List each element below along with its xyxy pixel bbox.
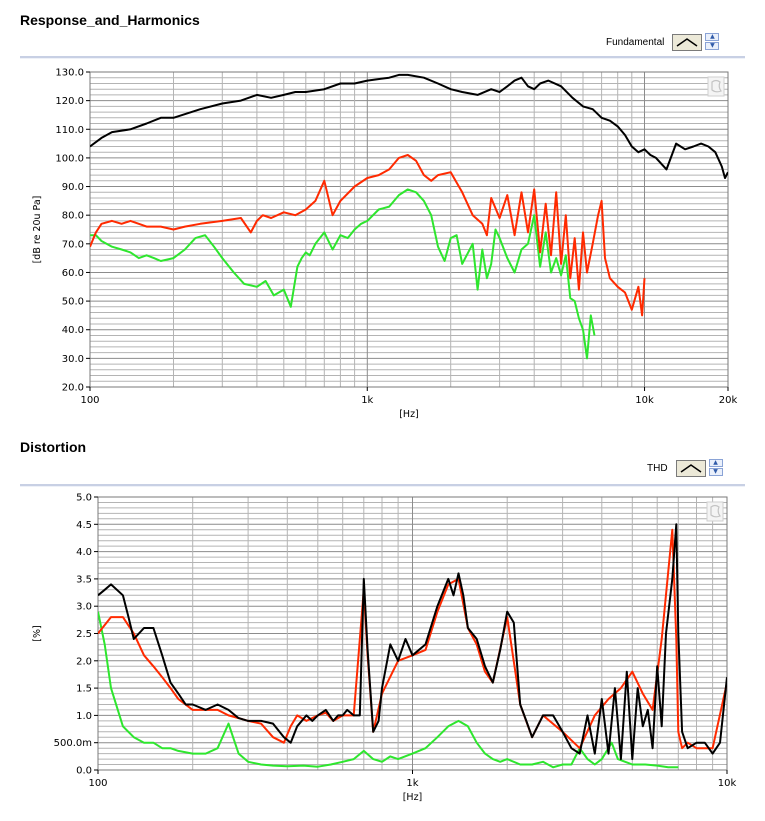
- y-tick-label: 0.0: [76, 766, 92, 777]
- spin-down-icon[interactable]: ▼: [705, 42, 720, 50]
- x-tick-label: 10k: [635, 395, 654, 406]
- y-tick-label: 20.0: [62, 383, 84, 394]
- y-tick-label: 90.0: [62, 182, 84, 193]
- y-tick-label: 100.0: [55, 153, 84, 164]
- distortion-panel-title: Distortion: [20, 439, 87, 455]
- graph-palette-icon: [707, 76, 725, 97]
- graph-palette-icon-glyph: [711, 79, 722, 93]
- y-tick-label: 2.5: [76, 629, 92, 640]
- plot-frame: [89, 71, 729, 388]
- x-tick-label: 100: [80, 395, 99, 406]
- legend-spinner: ▲ ▼: [705, 33, 720, 51]
- distortion-legend-label: THD: [647, 462, 668, 474]
- series-green-line: [98, 611, 679, 769]
- y-tick-label: 130.0: [55, 68, 84, 79]
- y-tick-label: 3.5: [76, 574, 92, 585]
- series-group: [98, 523, 727, 769]
- y-axis: 20.0 30.0 40.0 50.0 60.0 70.0 80.0 90.0 100.0 110…: [55, 68, 90, 394]
- x-axis-title: [Hz]: [403, 792, 423, 803]
- y-tick-label: 4.5: [76, 520, 92, 531]
- spin-up-icon[interactable]: ▲: [705, 33, 720, 41]
- y-tick-label: 70.0: [62, 239, 84, 250]
- series-red-line: [90, 154, 646, 317]
- x-tick-label: 20k: [719, 395, 738, 406]
- y-axis-title: [dB re 20u Pa]: [32, 196, 43, 264]
- y-tick-label: 1.0: [76, 711, 92, 722]
- x-tick-label: 100: [88, 778, 107, 789]
- response-panel-title: Response_and_Harmonics: [20, 12, 200, 28]
- y-axis: 0.0 500.0m 1.0 1.5 2.0 2.5 3.0 3.5 4.0 4.5 5.0: [54, 493, 98, 777]
- y-tick-label: 1.5: [76, 684, 92, 695]
- y-tick-label: 40.0: [62, 325, 84, 336]
- x-axis: 100 1k 10k 20k: [80, 387, 737, 406]
- y-axis-title: [%]: [32, 625, 43, 641]
- x-tick-label: 1k: [361, 395, 373, 406]
- y-tick-label: 2.0: [76, 656, 92, 667]
- distortion-header-separator: [20, 484, 745, 487]
- y-tick-label: 4.0: [76, 547, 92, 558]
- series-black-line: [98, 523, 727, 761]
- x-axis-title: [Hz]: [399, 409, 419, 420]
- response-legend-label: Fundamental: [606, 36, 665, 48]
- line-style-icon[interactable]: [675, 459, 706, 477]
- plot-area: [90, 72, 728, 387]
- y-tick-label: 50.0: [62, 297, 84, 308]
- y-tick-label: 110.0: [55, 125, 84, 136]
- response-chart: 20.0 30.0 40.0 50.0 60.0 70.0 80.0 90.0 100.0 110…: [32, 68, 737, 421]
- x-tick-label: 1k: [406, 778, 418, 789]
- x-tick-label: 10k: [718, 778, 737, 789]
- y-tick-label: 30.0: [62, 354, 84, 365]
- x-axis: 100 1k 10k: [88, 770, 736, 789]
- series-group: [90, 73, 728, 360]
- spin-up-icon[interactable]: ▲: [708, 459, 723, 467]
- series-black-line: [90, 73, 728, 179]
- response-legend: Fundamental ▲ ▼: [606, 33, 720, 51]
- graph-palette-icon-glyph: [710, 504, 721, 518]
- line-style-icon[interactable]: [672, 33, 703, 51]
- y-tick-label: 5.0: [76, 493, 92, 504]
- distortion-legend: THD ▲ ▼: [647, 459, 723, 477]
- series-green-line: [90, 188, 596, 360]
- spin-down-icon[interactable]: ▼: [708, 468, 723, 476]
- y-tick-label: 60.0: [62, 268, 84, 279]
- graph-palette-icon: [706, 501, 724, 522]
- response-header-separator: [20, 56, 745, 59]
- y-tick-label: 80.0: [62, 211, 84, 222]
- graph-palette-icon-frame: [706, 501, 724, 522]
- y-tick-label: 120.0: [55, 96, 84, 107]
- legend-spinner: ▲ ▼: [708, 459, 723, 477]
- y-tick-label: 3.0: [76, 602, 92, 613]
- y-tick-label: 500.0m: [54, 738, 92, 749]
